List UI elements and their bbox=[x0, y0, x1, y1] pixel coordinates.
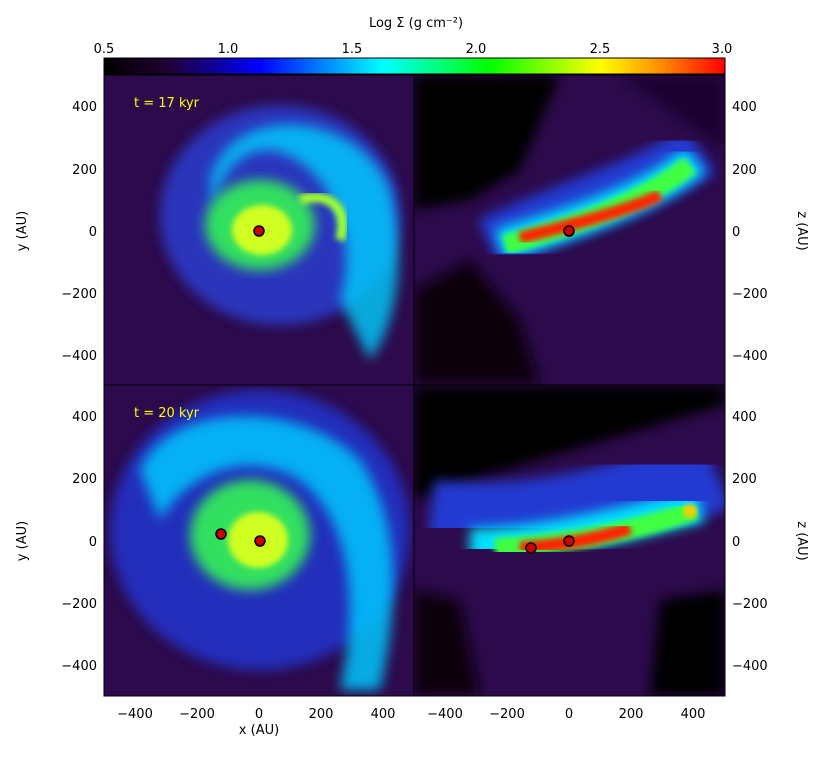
x-tick: −400 bbox=[427, 707, 463, 722]
x-tick: 200 bbox=[309, 707, 334, 722]
z-axis-label: z (AU) bbox=[794, 211, 809, 251]
sink-particle bbox=[525, 542, 537, 554]
y-tick: 400 bbox=[72, 100, 97, 115]
z-axis-right: 400 200 0 −200 −400 400 200 0 −200 −400 … bbox=[732, 100, 809, 674]
time-label: t = 17 kyr bbox=[134, 96, 200, 111]
y-tick: −200 bbox=[61, 287, 97, 302]
sink-particle bbox=[563, 535, 575, 547]
sink-particle bbox=[563, 225, 575, 237]
x-tick: 0 bbox=[255, 707, 263, 722]
y-tick: −200 bbox=[61, 597, 97, 612]
x-tick: −400 bbox=[117, 707, 153, 722]
x-tick: −200 bbox=[179, 707, 215, 722]
panel-bottom-left: t = 20 kyr bbox=[103, 384, 415, 697]
x-tick: −200 bbox=[489, 707, 525, 722]
z-tick: 0 bbox=[732, 225, 740, 240]
colorbar-tick: 1.5 bbox=[342, 42, 363, 57]
y-tick: 0 bbox=[89, 535, 97, 550]
x-tick: 200 bbox=[619, 707, 644, 722]
sink-particle bbox=[253, 225, 265, 237]
x-tick: 400 bbox=[681, 707, 706, 722]
x-tick: 0 bbox=[565, 707, 573, 722]
colorbar-tick: 2.0 bbox=[466, 42, 487, 57]
panel-top-right bbox=[413, 74, 726, 386]
panel-top-left: t = 17 kyr bbox=[103, 74, 415, 386]
colorbar bbox=[103, 57, 726, 75]
z-tick: −400 bbox=[732, 659, 768, 674]
z-axis-label: z (AU) bbox=[794, 521, 809, 561]
x-axis-label: x (AU) bbox=[239, 723, 279, 738]
y-tick: −400 bbox=[61, 659, 97, 674]
y-tick: 200 bbox=[72, 163, 97, 178]
y-tick: 200 bbox=[72, 472, 97, 487]
colorbar-tick: 1.0 bbox=[218, 42, 239, 57]
y-tick: 400 bbox=[72, 410, 97, 425]
colorbar-ticks: 0.5 1.0 1.5 2.0 2.5 3.0 bbox=[94, 42, 733, 57]
sink-particle bbox=[254, 535, 266, 547]
y-axis-label: y (AU) bbox=[15, 521, 30, 561]
z-tick: −200 bbox=[732, 287, 768, 302]
colorbar-title: Log Σ (g cm⁻²) bbox=[369, 16, 463, 31]
colorbar-tick: 2.5 bbox=[590, 42, 611, 57]
x-tick: 400 bbox=[371, 707, 396, 722]
colorbar-tick: 3.0 bbox=[712, 42, 733, 57]
z-tick: 200 bbox=[732, 472, 757, 487]
time-label: t = 20 kyr bbox=[134, 406, 200, 421]
z-tick: 0 bbox=[732, 535, 740, 550]
y-axis-label: y (AU) bbox=[15, 211, 30, 251]
z-tick: 200 bbox=[732, 163, 757, 178]
z-tick: −400 bbox=[732, 349, 768, 364]
z-tick: 400 bbox=[732, 410, 757, 425]
sink-particle bbox=[215, 528, 227, 540]
y-tick: −400 bbox=[61, 349, 97, 364]
colorbar-tick: 0.5 bbox=[94, 42, 115, 57]
y-axis-left: 400 200 0 −200 −400 400 200 0 −200 −400 … bbox=[15, 100, 97, 674]
z-tick: 400 bbox=[732, 100, 757, 115]
y-tick: 0 bbox=[89, 225, 97, 240]
panel-bottom-right bbox=[413, 384, 726, 697]
z-tick: −200 bbox=[732, 597, 768, 612]
x-axis: −400 −200 0 200 400 −400 −200 0 200 400 … bbox=[117, 707, 705, 738]
